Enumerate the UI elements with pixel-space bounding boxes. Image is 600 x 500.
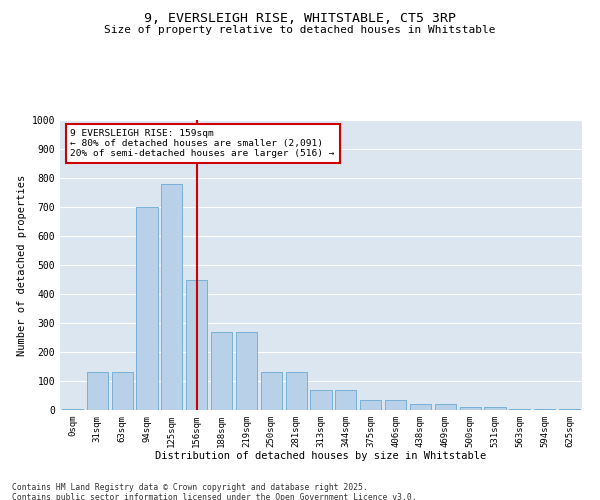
Bar	[559, 408, 580, 410]
Bar	[484, 407, 506, 410]
Bar	[136, 207, 158, 410]
Bar	[460, 407, 481, 410]
Text: Size of property relative to detached houses in Whitstable: Size of property relative to detached ho…	[104, 25, 496, 35]
Bar	[87, 372, 108, 410]
Bar	[112, 372, 133, 410]
Bar	[261, 372, 282, 410]
Bar	[335, 390, 356, 410]
Bar	[236, 332, 257, 410]
Bar	[534, 408, 555, 410]
Bar	[286, 372, 307, 410]
Bar	[410, 404, 431, 410]
Y-axis label: Number of detached properties: Number of detached properties	[17, 174, 28, 356]
Text: 9, EVERSLEIGH RISE, WHITSTABLE, CT5 3RP: 9, EVERSLEIGH RISE, WHITSTABLE, CT5 3RP	[144, 12, 456, 26]
X-axis label: Distribution of detached houses by size in Whitstable: Distribution of detached houses by size …	[155, 452, 487, 462]
Text: Contains public sector information licensed under the Open Government Licence v3: Contains public sector information licen…	[12, 492, 416, 500]
Bar	[161, 184, 182, 410]
Bar	[62, 408, 83, 410]
Text: Contains HM Land Registry data © Crown copyright and database right 2025.: Contains HM Land Registry data © Crown c…	[12, 482, 368, 492]
Bar	[385, 400, 406, 410]
Bar	[211, 332, 232, 410]
Bar	[435, 404, 456, 410]
Bar	[310, 390, 332, 410]
Bar	[360, 400, 381, 410]
Bar	[186, 280, 207, 410]
Bar	[509, 408, 530, 410]
Text: 9 EVERSLEIGH RISE: 159sqm
← 80% of detached houses are smaller (2,091)
20% of se: 9 EVERSLEIGH RISE: 159sqm ← 80% of detac…	[70, 128, 335, 158]
